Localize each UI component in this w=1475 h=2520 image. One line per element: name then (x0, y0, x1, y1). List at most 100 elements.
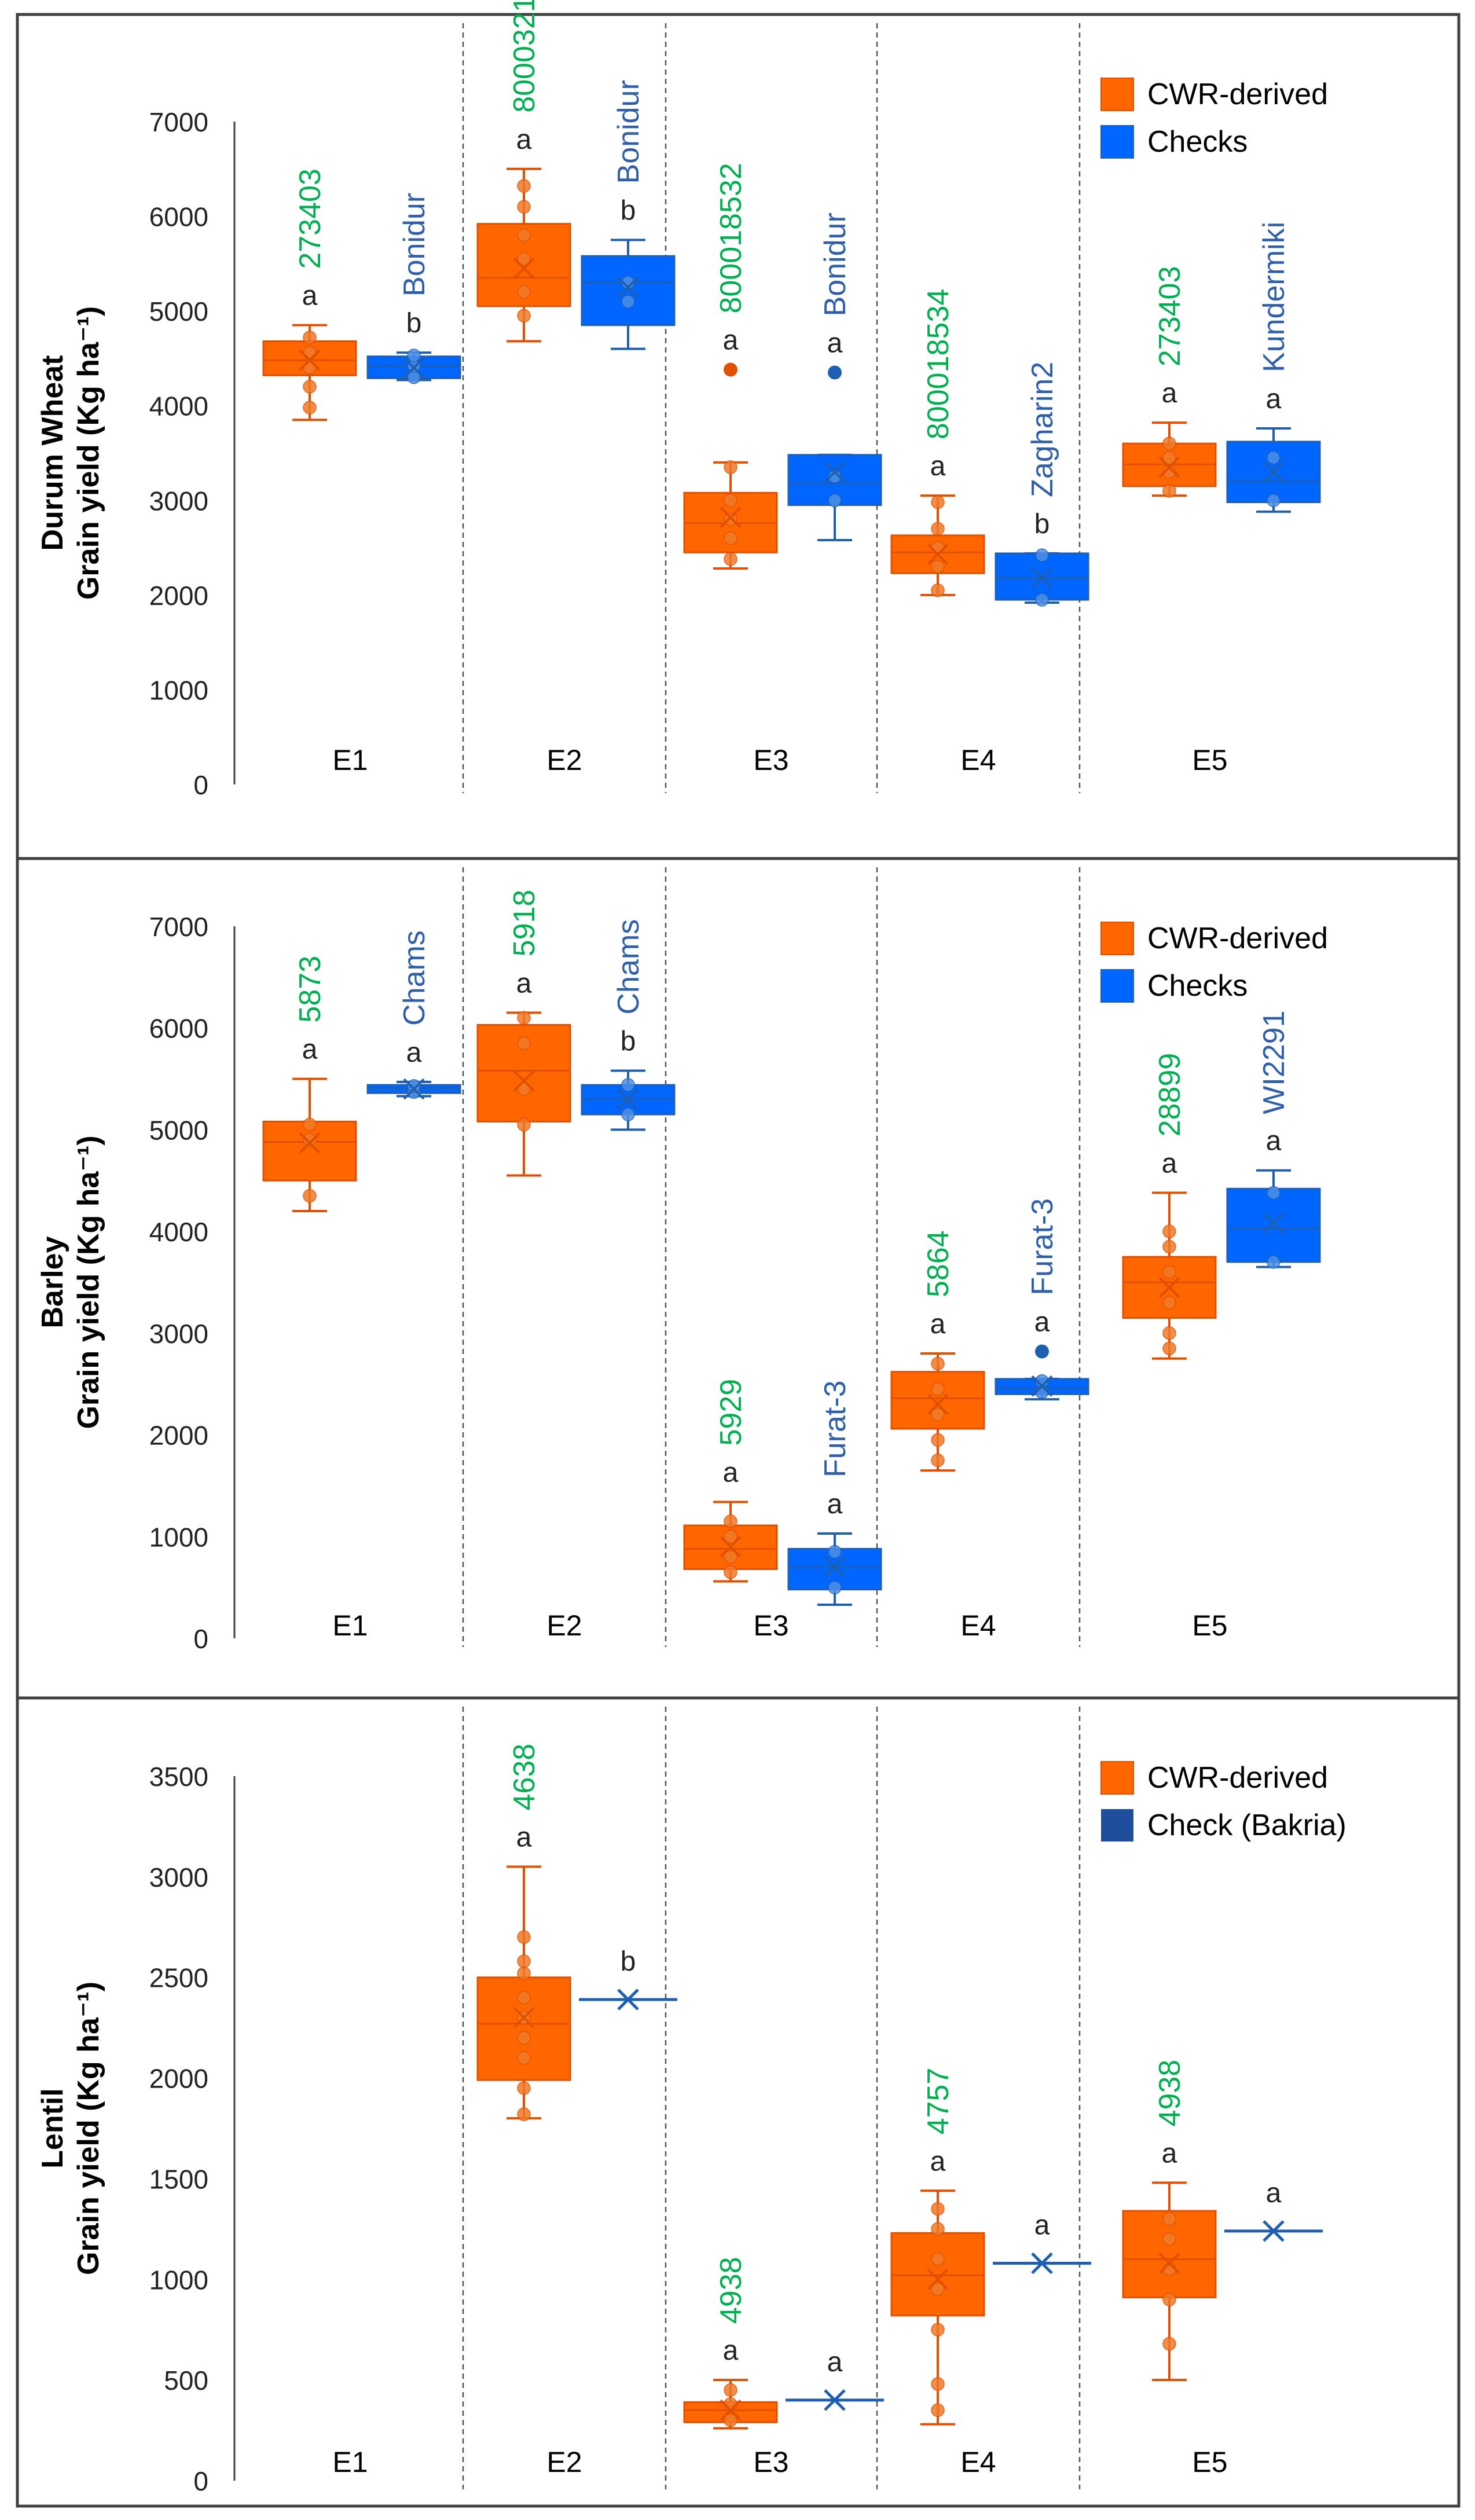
significance-letter: a (302, 1035, 318, 1065)
check-data-point (828, 1580, 842, 1594)
cwr-accession-label: 800018534 (922, 289, 955, 439)
cwr-data-point (931, 2323, 945, 2336)
check-data-point (828, 493, 842, 508)
cwr-data-point (303, 1133, 317, 1147)
x-category-label: E2 (546, 2446, 582, 2478)
y-tick-label: 1000 (149, 1522, 208, 1552)
significance-letter: b (621, 1026, 636, 1057)
cwr-data-point (724, 1565, 738, 1579)
x-category-label: E2 (546, 1609, 582, 1642)
y-tick-label: 2000 (149, 2064, 208, 2094)
cwr-data-point (931, 1356, 945, 1371)
y-tick-label: 7000 (149, 107, 208, 137)
significance-letter: a (723, 325, 739, 356)
cwr-data-point (931, 583, 945, 597)
significance-letter: b (621, 1946, 636, 1977)
cwr-data-point (724, 460, 738, 474)
x-category-label: E1 (332, 2446, 368, 2478)
y-tick-label: 3000 (149, 486, 208, 516)
cwr-accession-label: 28899 (1153, 1053, 1187, 1137)
check-variety-label: Kundermiki (1257, 222, 1291, 372)
cwr-data-point (1162, 1224, 1176, 1238)
check-data-point (1035, 548, 1049, 562)
significance-letter: b (621, 195, 636, 226)
cwr-mean-marker (927, 544, 949, 565)
cwr-data-point (724, 1529, 738, 1544)
cwr-mean-marker (513, 1070, 535, 1092)
x-category-label: E1 (332, 744, 368, 776)
cwr-data-point (1162, 1326, 1176, 1340)
cwr-data-point (517, 1930, 531, 1944)
significance-letter: a (930, 2146, 946, 2177)
significance-letter: a (723, 1458, 739, 1488)
cwr-accession-label: 5873 (293, 956, 327, 1023)
legend-label-checks: Checks (1147, 125, 1247, 159)
cwr-data-point (517, 2051, 531, 2065)
check-data-point (621, 1107, 635, 1121)
significance-letter: a (406, 1037, 422, 1068)
cwr-mean-marker (1158, 2253, 1180, 2274)
check-data-point (828, 1545, 842, 1559)
cwr-data-point (931, 1453, 945, 1468)
cwr-data-point (724, 1514, 738, 1528)
cwr-data-point (517, 1036, 531, 1050)
y-axis-subtitle: Grain yield (Kg ha⁻¹) (72, 1135, 105, 1429)
cwr-mean-marker (299, 349, 321, 371)
y-tick-label: 1000 (149, 675, 208, 705)
legend-label-cwr: CWR-derived (1147, 1761, 1328, 1795)
cwr-data-point (1162, 484, 1176, 498)
cwr-data-point (931, 2202, 945, 2216)
significance-letter: a (516, 968, 532, 999)
significance-letter: a (827, 1489, 843, 1520)
cwr-mean-marker (720, 507, 742, 529)
cwr-accession-label: 5929 (714, 1379, 748, 1446)
check-variety-label: Chams (612, 919, 645, 1015)
check-mean-marker (1031, 567, 1053, 589)
cwr-accession-label: 5918 (508, 890, 541, 957)
significance-letter: a (516, 1822, 532, 1853)
check-variety-label: Bonidur (612, 80, 645, 184)
significance-letter: a (1266, 384, 1282, 415)
cwr-accession-label: 800018532 (714, 163, 748, 313)
significance-letter: a (1034, 2210, 1050, 2240)
check-data-point (1035, 593, 1049, 607)
x-category-label: E3 (753, 744, 788, 776)
cwr-accession-label: 273403 (293, 168, 327, 269)
cwr-accession-label: 4938 (714, 2257, 748, 2324)
y-tick-label: 0 (193, 1624, 208, 1654)
check-mean-marker (824, 461, 846, 483)
y-tick-label: 2000 (149, 581, 208, 611)
check-outlier-point (1035, 1344, 1049, 1359)
check-data-point (621, 295, 635, 309)
check-mean-marker (617, 1088, 639, 1110)
cwr-data-point (303, 1117, 317, 1132)
cwr-data-point (931, 2282, 945, 2297)
significance-letter: a (1162, 378, 1177, 409)
cwr-data-point (931, 541, 945, 555)
y-axis-subtitle: Grain yield (Kg ha⁻¹) (72, 306, 105, 600)
check-mean-marker (1263, 2220, 1285, 2242)
cwr-data-point (931, 2252, 945, 2266)
cwr-mean-marker (299, 1132, 321, 1154)
check-data-point (621, 1078, 635, 1092)
check-mean-marker (1031, 2252, 1053, 2275)
cwr-data-point (517, 228, 531, 243)
check-mean-marker (1031, 1375, 1053, 1397)
cwr-data-point (1162, 1265, 1176, 1279)
significance-letter: a (930, 1309, 946, 1340)
x-category-label: E4 (960, 1609, 996, 1642)
significance-letter: a (930, 451, 946, 482)
check-mean-marker (617, 276, 639, 298)
cwr-mean-marker (927, 1393, 949, 1415)
check-box (1226, 1187, 1321, 1263)
cwr-accession-label: 4938 (1153, 2060, 1187, 2127)
cwr-data-point (303, 331, 317, 344)
legend-label-checks: Check (Bakria) (1147, 1809, 1346, 1842)
y-tick-label: 5000 (149, 296, 208, 327)
cwr-data-point (1162, 2292, 1176, 2306)
cwr-data-point (1162, 436, 1176, 450)
check-mean-marker (1263, 1212, 1285, 1234)
check-mean-marker (403, 1078, 425, 1100)
y-axis-title: Barley (36, 1236, 69, 1328)
y-tick-label: 7000 (149, 912, 208, 942)
